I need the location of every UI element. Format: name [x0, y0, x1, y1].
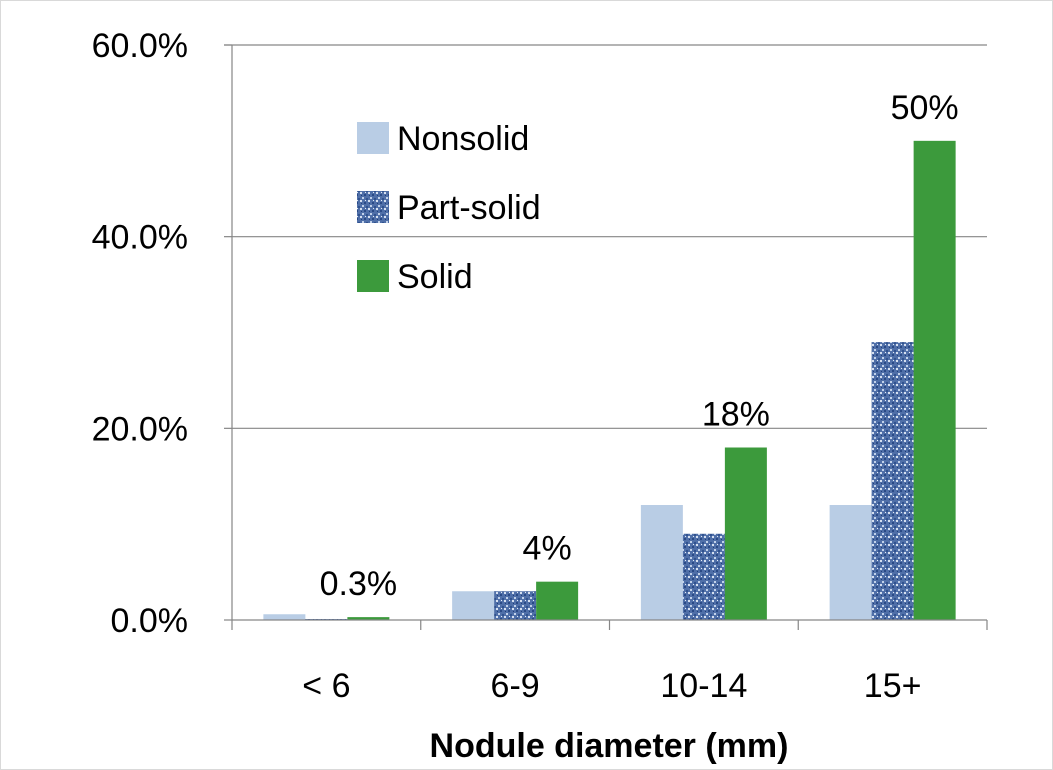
- bar-nonsolid-1: [263, 614, 306, 620]
- x-tick-label-15: 15+: [864, 667, 922, 705]
- bar-part-solid-3: [682, 533, 725, 620]
- data-label-1: 0.3%: [320, 565, 398, 603]
- x-axis-title: Nodule diameter (mm): [430, 727, 789, 765]
- bar-part-solid-2: [494, 591, 537, 620]
- gridlines: [232, 44, 987, 429]
- legend-swatch-nonsolid: [357, 122, 389, 154]
- y-tick-label-1: 20.0%: [92, 410, 188, 448]
- data-label-3: 18%: [702, 396, 770, 434]
- x-tick-label-10-14: 10-14: [660, 667, 747, 705]
- bar-nonsolid-4: [829, 505, 872, 620]
- y-tick-label-2: 40.0%: [92, 219, 188, 257]
- y-tick-label-3: 60.0%: [92, 27, 188, 65]
- legend-label-nonsolid: Nonsolid: [397, 120, 529, 158]
- legend-label-part-solid: Part-solid: [397, 189, 541, 227]
- bar-solid-2: [536, 581, 579, 620]
- y-tick-label-0: 0.0%: [111, 602, 189, 640]
- bar-nonsolid-2: [452, 591, 495, 620]
- legend: Nonsolid Part-solid Solid: [357, 120, 541, 296]
- x-tick-label-6-9: 6-9: [491, 667, 540, 705]
- bar-part-solid-4: [871, 342, 914, 620]
- bar-solid-3: [724, 447, 767, 620]
- legend-swatch-solid: [357, 260, 389, 292]
- bar-solid-1: [347, 617, 390, 620]
- bars: [263, 140, 956, 621]
- data-label-2: 4%: [523, 530, 572, 568]
- x-tick-label-6: < 6: [302, 667, 350, 705]
- axes: 0.0% 20.0% 40.0% 60.0% < 6 6-9 10-14 15+: [92, 27, 988, 705]
- data-label-4: 50%: [891, 89, 959, 127]
- bar-nonsolid-3: [640, 505, 683, 620]
- bar-solid-4: [913, 140, 956, 621]
- legend-swatch-part-solid: [357, 191, 389, 223]
- data-labels: 0.3% 4% 18% 50%: [320, 89, 959, 603]
- legend-label-solid: Solid: [397, 258, 473, 296]
